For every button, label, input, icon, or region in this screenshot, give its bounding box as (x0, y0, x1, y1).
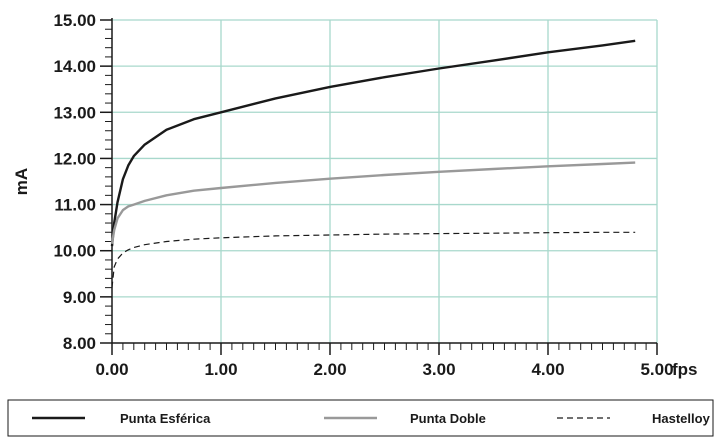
legend-label-punta-doble: Punta Doble (410, 411, 486, 426)
x-tick-label: 4.00 (531, 360, 564, 379)
series-lines (110, 39, 636, 288)
y-tick-label: 10.00 (53, 242, 96, 261)
series-line-1 (110, 161, 636, 244)
y-tick-label: 15.00 (53, 11, 96, 30)
legend: Punta Esférica Punta Doble Hastelloy (7, 399, 714, 437)
x-tick-label: 5.00 (640, 360, 673, 379)
y-tick-label: 12.00 (53, 149, 96, 168)
y-tick-label: 9.00 (63, 288, 96, 307)
x-tick-label: 1.00 (204, 360, 237, 379)
series-line-0 (110, 39, 636, 247)
x-tick-label: 3.00 (422, 360, 455, 379)
y-tick-labels: 8.00 9.00 10.00 11.00 12.00 13.00 14.00 15.00 (53, 11, 96, 353)
legend-label-hastelloy: Hastelloy (652, 411, 711, 426)
legend-box (7, 399, 714, 437)
y-tick-label: 8.00 (63, 334, 96, 353)
grid (112, 19, 658, 343)
y-tick-label: 14.00 (53, 57, 96, 76)
x-tick-label: 0.00 (95, 360, 128, 379)
x-tick-labels: 0.00 1.00 2.00 3.00 4.00 5.00 (95, 360, 673, 379)
legend-label-punta-esferica: Punta Esférica (120, 411, 211, 426)
y-tick-label: 11.00 (54, 196, 96, 215)
minor-ticks (100, 19, 658, 355)
x-axis-title: fps (672, 360, 698, 379)
series-line-2 (111, 231, 636, 288)
y-tick-label: 13.00 (53, 103, 96, 122)
y-axis-title: mA (12, 168, 31, 195)
x-tick-label: 2.00 (313, 360, 346, 379)
